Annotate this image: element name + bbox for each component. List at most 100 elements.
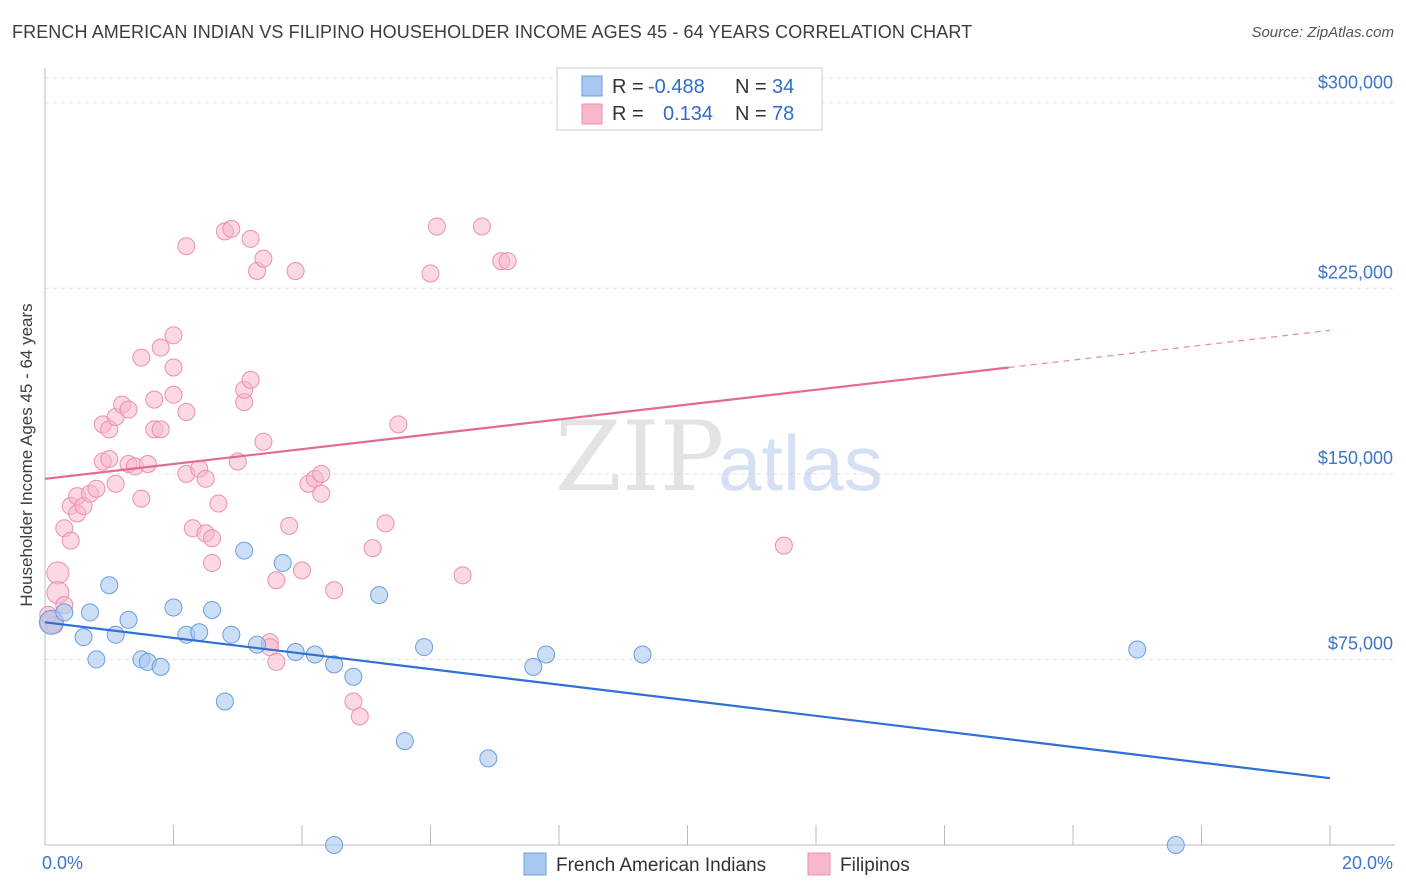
filipinos-point [203,529,222,548]
french-american-indians-point [151,657,170,676]
legend-r-value-1: -0.488 [648,76,705,98]
filipinos-point [222,219,241,238]
filipinos-point [312,484,331,503]
filipinos-point [254,249,273,268]
filipinos-point [325,581,344,600]
x-tick-label: 0.0% [42,853,83,873]
filipinos-point [100,450,119,469]
trend-line-french-american-indians [44,621,1331,780]
filipinos-point [203,553,222,572]
x-tick-label: 20.0% [1342,853,1393,873]
legend-r-label-2: R = [612,103,644,125]
filipinos-point [241,229,260,248]
french-american-indians-point [222,625,241,644]
french-american-indians-point [235,541,254,560]
filipinos-point [774,536,793,555]
legend-n-label-2: N = [735,103,767,125]
french-american-indians-point [248,635,267,654]
legend-n-label-1: N = [735,76,767,98]
french-american-indians-point [119,610,138,629]
french-american-indians-point [87,650,106,669]
bottom-legend-label-blue: French American Indians [556,855,766,876]
legend-n-value-2: 78 [772,103,794,125]
legend-r-value-2: 0.134 [663,103,713,125]
french-american-indians-point [55,603,74,622]
y-tick-label: $225,000 [1318,262,1393,282]
french-american-indians-point [203,600,222,619]
filipinos-point [119,400,138,419]
filipinos-point [453,566,472,585]
filipinos-point [241,370,260,389]
bottom-legend-swatch-blue [523,852,547,876]
filipinos-point [177,403,196,422]
legend-swatch-blue [581,75,603,97]
filipinos-point [196,469,215,488]
trend-lines [44,329,1331,780]
filipinos-point [421,264,440,283]
french-american-indians-point [524,657,543,676]
filipinos-point [138,454,157,473]
french-american-indians-point [344,667,363,686]
filipinos-point [312,464,331,483]
filipinos-point [209,494,228,513]
watermark-atlas: atlas [718,419,883,507]
filipinos-point [151,420,170,439]
filipinos-point [87,479,106,498]
french-american-indians-point [80,603,99,622]
trend-line-filipinos-extension [1008,329,1331,369]
french-american-indians-point [1166,836,1185,854]
filipinos-point [164,326,183,345]
filipinos-point [267,652,286,671]
french-american-indians-point [273,553,292,572]
french-american-indians-point [325,836,344,854]
french-american-indians-point [479,749,498,768]
filipinos-point [280,516,299,535]
filipinos-point [132,489,151,508]
filipinos-point [106,474,125,493]
filipinos-point [145,390,164,409]
filipinos-point [151,338,170,357]
french-american-indians-point [537,645,556,664]
filipinos-point [267,571,286,590]
watermark: ZIP atlas [555,401,883,513]
french-american-indians-point [325,655,344,674]
legend-r-label-1: R = [612,76,644,98]
filipinos-point [177,237,196,256]
filipinos-point [376,514,395,533]
y-axis-title: Householder Income Ages 45 - 64 years [17,303,36,606]
series-french-american-indians-points [38,541,1185,854]
french-american-indians-point [164,598,183,617]
watermark-zip: ZIP [555,401,724,513]
y-tick-label: $300,000 [1318,73,1393,93]
filipinos-point [61,531,80,550]
filipinos-point [472,217,491,236]
legend-box: R = -0.488 N = 34 R = 0.134 N = 78 [556,67,823,131]
filipinos-point [293,561,311,580]
chart-title: FRENCH AMERICAN INDIAN VS FILIPINO HOUSE… [12,22,973,42]
legend-swatch-pink [581,103,603,125]
filipinos-point [363,539,382,558]
filipinos-point [46,561,70,585]
french-american-indians-point [633,645,652,664]
french-american-indians-point [415,638,434,657]
tick-labels: $75,000 $150,000 $225,000 $300,000 0.0% 20.0% [42,73,1393,873]
bottom-legend-swatch-pink [807,852,831,876]
french-american-indians-point [106,625,125,644]
filipinos-point [254,432,273,451]
y-tick-label: $75,000 [1328,633,1393,653]
trend-line-filipinos [44,366,1009,480]
y-tick-label: $150,000 [1318,448,1393,468]
source-label: Source: ZipAtlas.com [1251,24,1394,41]
bottom-legend: French American Indians Filipinos [523,852,910,876]
filipinos-point [350,707,369,726]
french-american-indians-point [370,586,389,605]
filipinos-point [164,358,183,377]
filipinos-point [427,217,446,236]
bottom-legend-label-pink: Filipinos [840,855,910,876]
french-american-indians-point [215,692,234,711]
filipinos-point [344,692,363,711]
filipinos-point [132,348,151,367]
filipinos-point [498,252,517,271]
grid-lines [45,77,1395,660]
